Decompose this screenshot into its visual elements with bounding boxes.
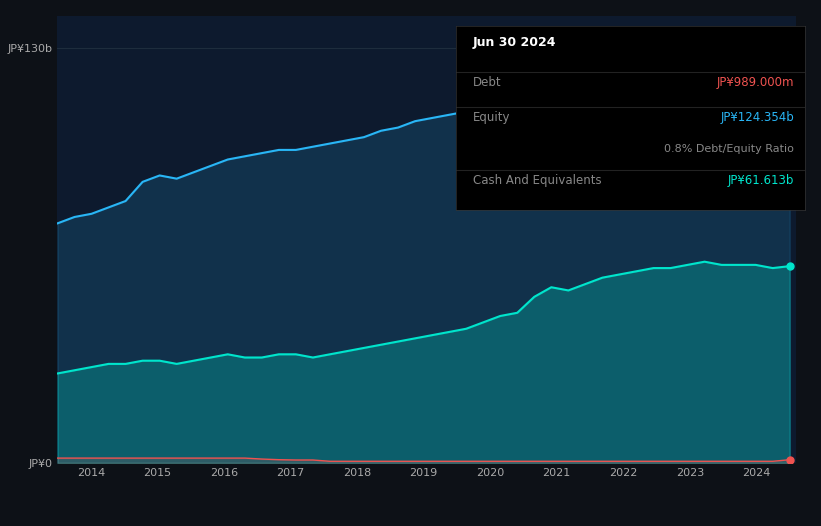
Text: Debt: Debt [473, 76, 502, 89]
Text: Cash And Equivalents: Cash And Equivalents [473, 174, 602, 187]
Text: JP¥989.000m: JP¥989.000m [717, 76, 794, 89]
Text: JP¥61.613b: JP¥61.613b [727, 174, 794, 187]
Text: Equity: Equity [473, 111, 511, 124]
Text: 0.8% Debt/Equity Ratio: 0.8% Debt/Equity Ratio [664, 144, 794, 154]
Text: Jun 30 2024: Jun 30 2024 [473, 36, 557, 48]
Text: JP¥124.354b: JP¥124.354b [720, 111, 794, 124]
